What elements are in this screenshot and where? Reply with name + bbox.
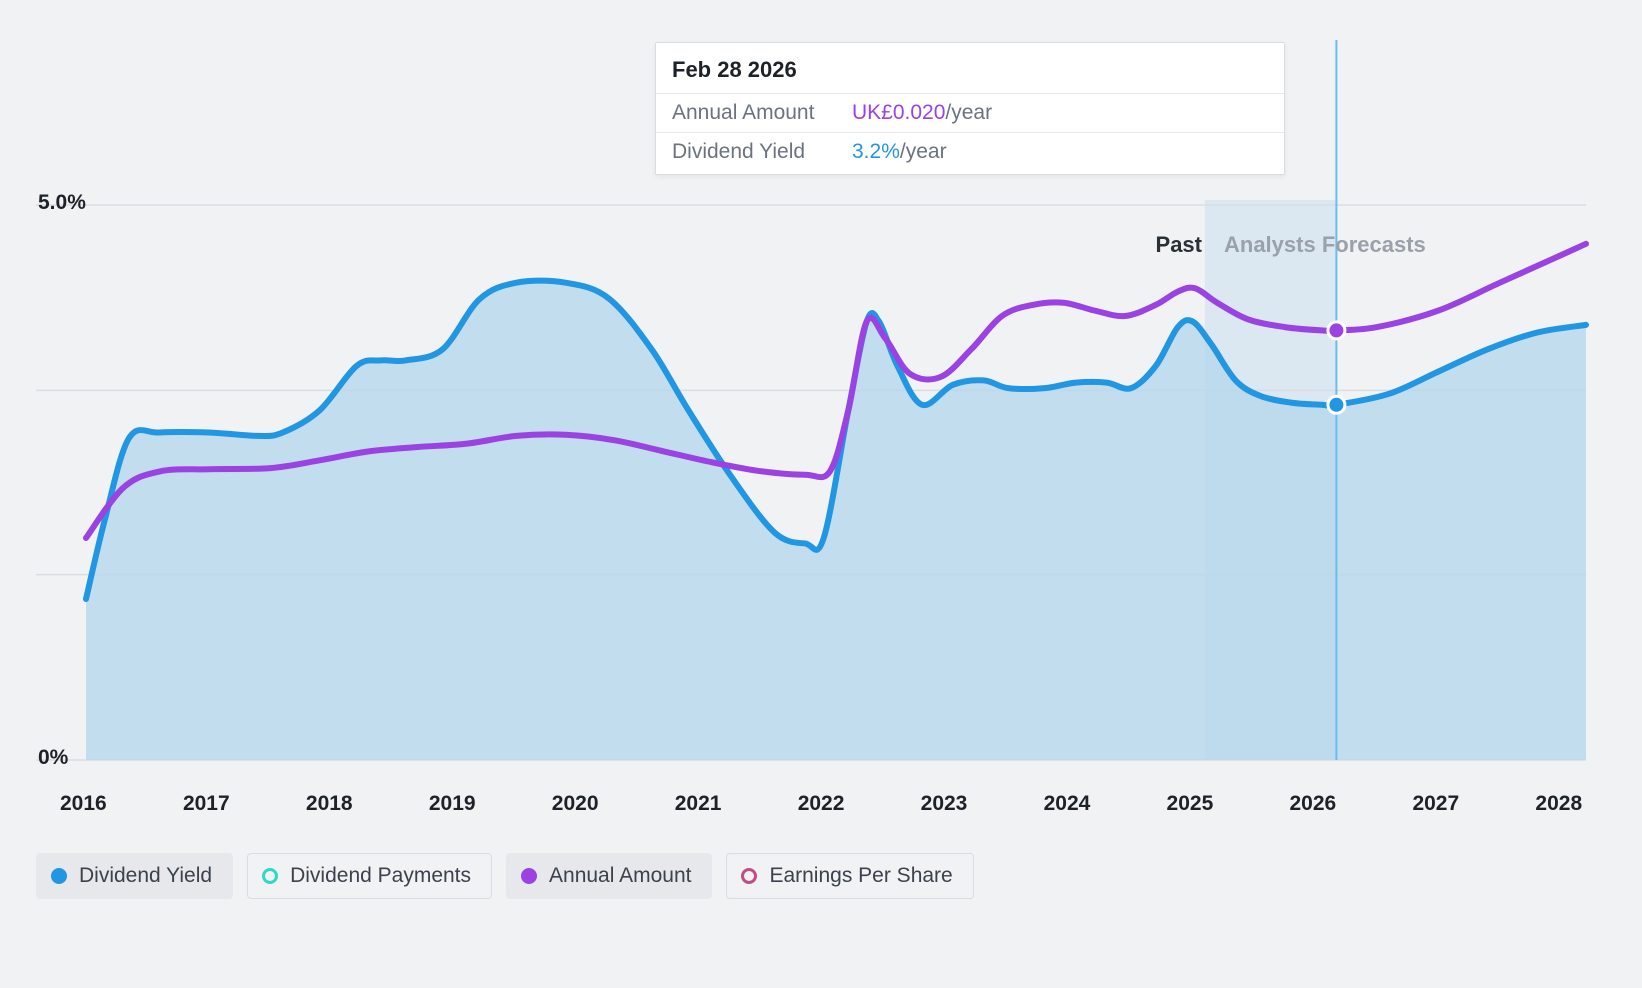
x-tick-label: 2016	[60, 792, 107, 816]
legend-label: Annual Amount	[549, 864, 691, 888]
y-tick-label: 5.0%	[38, 191, 86, 215]
x-tick-label: 2019	[429, 792, 476, 816]
tooltip-row-dividend-yield: Dividend Yield 3.2%/year	[656, 133, 1284, 174]
x-tick-label: 2027	[1412, 792, 1459, 816]
dividend-chart: Feb 28 2026 Annual Amount UK£0.020/year …	[0, 0, 1642, 988]
legend-item-earnings-per-share[interactable]: Earnings Per Share	[726, 853, 973, 899]
legend-item-dividend-yield[interactable]: Dividend Yield	[36, 853, 233, 899]
x-tick-label: 2021	[675, 792, 722, 816]
x-tick-label: 2028	[1535, 792, 1582, 816]
tooltip-value: UK£0.020/year	[852, 101, 992, 125]
y-tick-label: 0%	[38, 746, 68, 770]
legend-marker-icon	[521, 868, 537, 884]
legend-item-dividend-payments[interactable]: Dividend Payments	[247, 853, 492, 899]
dividend-yield-marker-dot	[1329, 398, 1343, 412]
legend-marker-icon	[51, 868, 67, 884]
x-tick-label: 2023	[921, 792, 968, 816]
legend-label: Dividend Yield	[79, 864, 212, 888]
tooltip-label: Dividend Yield	[672, 140, 852, 164]
chart-tooltip: Feb 28 2026 Annual Amount UK£0.020/year …	[655, 42, 1285, 175]
x-tick-label: 2025	[1167, 792, 1214, 816]
legend-label: Dividend Payments	[290, 864, 471, 888]
legend-marker-icon	[741, 868, 757, 884]
x-tick-label: 2018	[306, 792, 353, 816]
chart-legend: Dividend Yield Dividend Payments Annual Am…	[36, 853, 974, 899]
annual-amount-marker-dot	[1329, 323, 1343, 337]
x-tick-label: 2026	[1290, 792, 1337, 816]
legend-marker-icon	[262, 868, 278, 884]
legend-label: Earnings Per Share	[769, 864, 952, 888]
forecast-label: Analysts Forecasts	[1224, 232, 1426, 258]
tooltip-value: 3.2%/year	[852, 140, 947, 164]
tooltip-row-annual-amount: Annual Amount UK£0.020/year	[656, 94, 1284, 133]
past-label: Past	[1156, 232, 1202, 258]
x-tick-label: 2022	[798, 792, 845, 816]
x-tick-label: 2024	[1044, 792, 1091, 816]
tooltip-label: Annual Amount	[672, 101, 852, 125]
x-tick-label: 2017	[183, 792, 230, 816]
legend-item-annual-amount[interactable]: Annual Amount	[506, 853, 712, 899]
x-tick-label: 2020	[552, 792, 599, 816]
tooltip-date: Feb 28 2026	[656, 53, 1284, 94]
